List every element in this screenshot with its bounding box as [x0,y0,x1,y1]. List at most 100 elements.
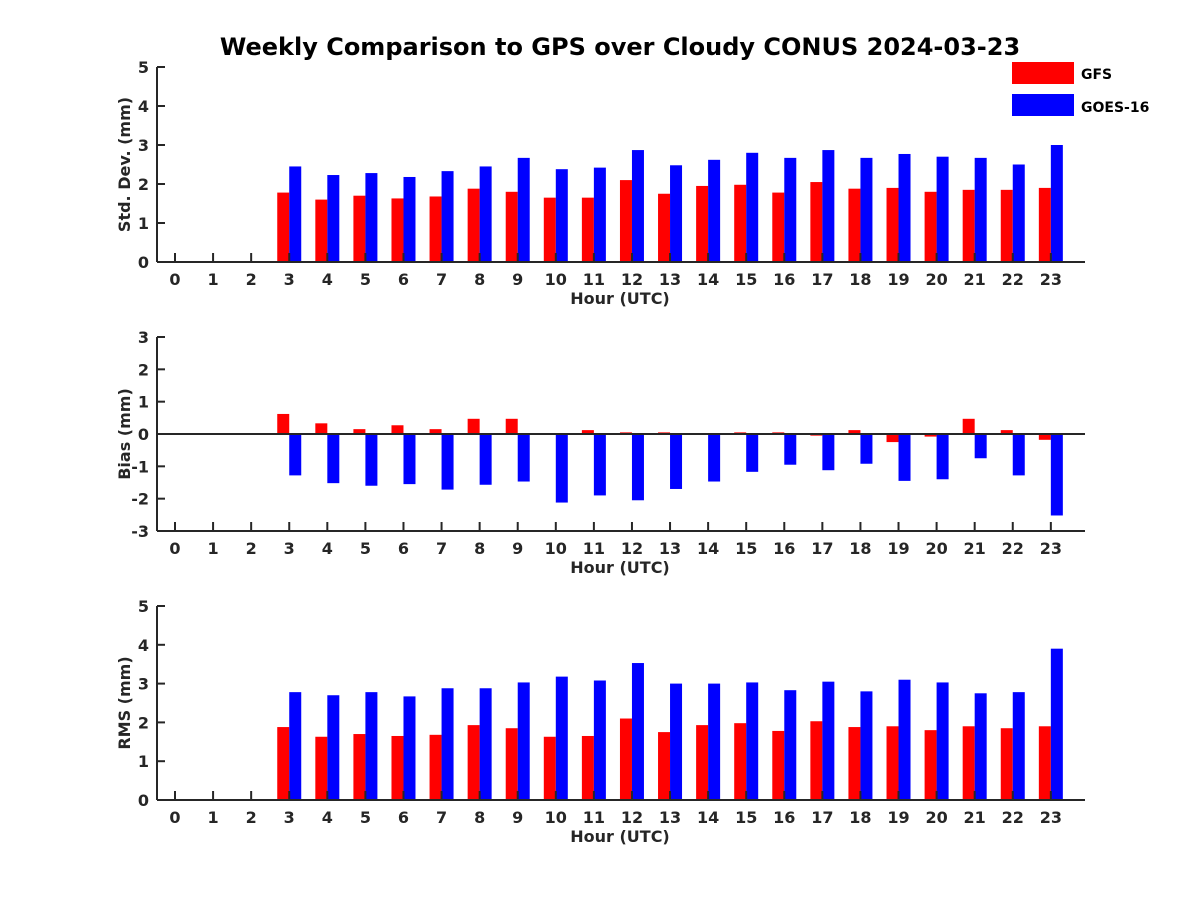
rms-bar-gfs-18 [848,727,861,800]
bias-bar-gfs-18 [848,430,861,434]
std-dev-bar-goes16-4 [327,175,340,262]
rms-bar-goes16-23 [1050,648,1063,800]
std-dev-x-tick-label: 7 [436,270,447,289]
bias-x-tick-label: 21 [964,539,986,558]
bias-bar-gfs-11 [581,430,594,434]
rms-bar-gfs-10 [543,736,556,800]
bias-bar-goes16-13 [670,434,683,489]
std-dev-bar-gfs-3 [277,192,290,262]
bias-bar-goes16-21 [974,434,987,459]
std-dev-x-tick-label: 12 [621,270,643,289]
rms-x-tick-label: 15 [735,808,757,827]
rms-x-tick-label: 14 [697,808,719,827]
bias-y-tick-label: -1 [131,457,149,476]
rms-bar-goes16-10 [555,676,568,800]
rms-x-tick-label: 11 [583,808,605,827]
std-dev-x-tick-label: 4 [322,270,333,289]
bias-bar-gfs-4 [315,423,328,434]
bias-x-tick-label: 13 [659,539,681,558]
rms-x-tick-label: 12 [621,808,643,827]
rms-y-axis-label: RMS (mm) [115,656,134,749]
std-dev-bar-gfs-19 [886,187,899,262]
rms-x-tick-label: 17 [811,808,833,827]
std-dev-bar-gfs-14 [696,185,709,262]
std-dev-bar-goes16-7 [441,171,454,262]
std-dev-x-tick-label: 17 [811,270,833,289]
bias-x-tick-label: 4 [322,539,333,558]
rms-bar-gfs-12 [619,718,632,800]
std-dev-bar-goes16-18 [860,157,873,262]
rms-bar-goes16-7 [441,688,454,800]
std-dev-bar-goes16-20 [936,156,949,262]
bias-x-tick-label: 17 [811,539,833,558]
std-dev-bar-goes16-11 [593,167,606,262]
std-dev-bar-goes16-19 [898,153,911,262]
bias-y-tick-label: 2 [138,360,149,379]
legend-label-goes16: GOES-16 [1081,100,1149,116]
bias-bar-goes16-23 [1050,434,1063,516]
bias-bar-goes16-18 [860,434,873,464]
std-dev-bar-goes16-23 [1050,145,1063,262]
std-dev-bar-gfs-8 [467,188,480,262]
std-dev-bar-gfs-18 [848,188,861,262]
rms-x-tick-label: 10 [545,808,567,827]
std-dev-bar-gfs-4 [315,199,328,262]
std-dev-bar-goes16-3 [289,166,302,262]
rms-bar-goes16-8 [479,688,492,800]
std-dev-bar-gfs-22 [1000,189,1013,262]
rms-bar-goes16-18 [860,691,873,800]
std-dev-bar-goes16-15 [746,152,759,262]
bias-bar-goes16-22 [1012,434,1025,476]
std-dev-x-tick-label: 20 [925,270,947,289]
std-dev-y-tick-label: 0 [138,253,149,272]
bias-bar-goes16-3 [289,434,302,476]
std-dev-bar-goes16-6 [403,176,416,262]
legend-label-gfs: GFS [1081,67,1112,83]
rms-bar-gfs-4 [315,736,328,800]
rms-x-tick-label: 2 [246,808,257,827]
std-dev-x-tick-label: 9 [512,270,523,289]
std-dev-x-tick-label: 21 [964,270,986,289]
std-dev-y-tick-label: 2 [138,175,149,194]
bias-y-tick-label: 3 [138,328,149,347]
rms-bar-goes16-20 [936,682,949,800]
std-dev-x-tick-label: 16 [773,270,795,289]
std-dev-bar-goes16-21 [974,157,987,262]
bias-bar-gfs-9 [505,418,518,434]
rms-bar-gfs-7 [429,734,442,800]
rms-x-axis-label: Hour (UTC) [570,827,670,846]
std-dev-x-tick-label: 2 [246,270,257,289]
bias-bar-goes16-20 [936,434,949,480]
rms-bar-gfs-20 [924,730,937,800]
legend-swatch-gfs [1012,62,1074,84]
std-dev-bar-goes16-9 [517,157,530,262]
rms-x-tick-label: 7 [436,808,447,827]
rms-bar-gfs-19 [886,726,899,800]
rms-bar-gfs-11 [581,735,594,800]
std-dev-bar-goes16-13 [670,165,683,262]
std-dev-bar-gfs-6 [391,198,404,262]
bias-bar-gfs-20 [924,434,937,437]
rms-bar-gfs-13 [658,732,671,800]
bias-bar-gfs-3 [277,413,290,434]
rms-bar-goes16-21 [974,693,987,800]
bias-x-tick-label: 2 [246,539,257,558]
bias-x-tick-label: 10 [545,539,567,558]
bias-bar-gfs-23 [1038,434,1051,440]
rms-bar-gfs-9 [505,728,518,800]
bias-bar-goes16-5 [365,434,378,486]
bias-x-tick-label: 11 [583,539,605,558]
rms-bar-goes16-13 [670,683,683,800]
rms-bar-goes16-12 [631,663,644,800]
std-dev-bar-gfs-15 [734,184,747,262]
bias-bar-goes16-6 [403,434,416,485]
rms-bar-goes16-16 [784,690,797,800]
rms-x-tick-label: 6 [398,808,409,827]
rms-bar-goes16-4 [327,695,340,800]
std-dev-x-tick-label: 19 [887,270,909,289]
std-dev-bar-goes16-14 [708,159,721,262]
bias-x-tick-label: 3 [284,539,295,558]
std-dev-x-tick-label: 5 [360,270,371,289]
bias-x-tick-label: 5 [360,539,371,558]
